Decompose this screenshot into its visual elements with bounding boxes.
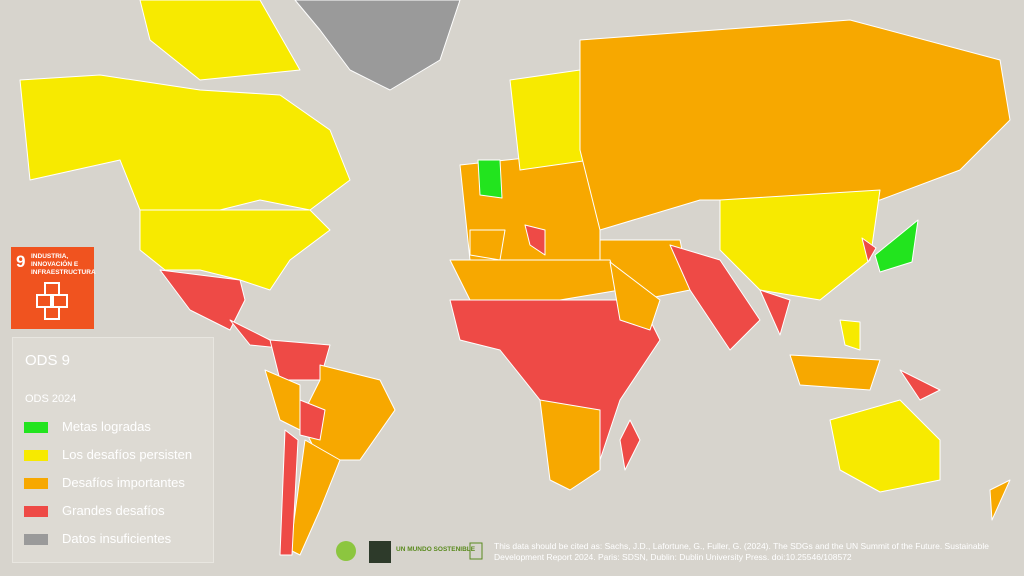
legend-label: Desafíos importantes — [62, 475, 185, 490]
legend-item: Los desafíos persisten — [24, 447, 192, 462]
country-group — [539, 399, 601, 491]
citation: This data should be cited as: Sachs, J.D… — [494, 541, 989, 562]
sdg-badge: 9 INDUSTRIA, INNOVACIÓN E INFRAESTRUCTUR… — [11, 247, 96, 329]
country-group — [609, 261, 661, 331]
country-group — [469, 229, 506, 261]
legend-swatch — [24, 534, 48, 546]
logo — [469, 542, 483, 560]
legend-swatch — [24, 478, 48, 490]
country-group — [874, 219, 919, 273]
sdg-icon — [36, 282, 68, 320]
country-group — [19, 74, 351, 211]
legend-label: Metas logradas — [62, 419, 151, 434]
country-group — [719, 189, 881, 301]
qgis-logo — [336, 541, 356, 561]
country-group — [449, 259, 621, 301]
country-group — [669, 244, 761, 351]
legend-item: Desafíos importantes — [24, 475, 185, 490]
country-group — [159, 269, 246, 331]
legend-item: Grandes desafíos — [24, 503, 165, 518]
country-group — [139, 0, 301, 81]
country-group — [829, 399, 941, 493]
country-group — [619, 419, 641, 471]
sdg-label: INDUSTRIA, INNOVACIÓN E INFRAESTRUCTURA — [31, 253, 96, 276]
legend-swatch — [24, 506, 48, 518]
legend-swatch — [24, 450, 48, 462]
country-group — [989, 479, 1011, 521]
country-group — [477, 159, 503, 199]
country-group — [839, 319, 861, 351]
country-group — [139, 209, 331, 291]
legend-title: ODS 9 — [25, 352, 71, 369]
legend-item: Datos insuficientes — [24, 531, 171, 546]
legend-label: Datos insuficientes — [62, 531, 172, 546]
country-group — [789, 354, 881, 391]
legend-subtitle: ODS 2024 — [25, 393, 77, 405]
legend-item: Metas logradas — [24, 419, 151, 434]
country-group — [579, 19, 1011, 231]
country-group — [759, 289, 791, 336]
country-group — [861, 237, 877, 263]
country-group — [294, 0, 461, 91]
logo — [369, 541, 391, 563]
country-group — [299, 399, 326, 441]
legend: ODS 9 ODS 2024 Metas logradas Los desafío… — [12, 337, 214, 563]
legend-swatch — [24, 422, 48, 434]
country-group — [524, 224, 546, 256]
sdg-number: 9 — [16, 252, 26, 271]
country-group — [509, 69, 591, 171]
brand-text: UN MUNDO SOSTENIBLE — [396, 546, 476, 553]
legend-label: Los desafíos persisten — [62, 447, 193, 462]
country-group — [279, 429, 299, 556]
country-group — [899, 369, 941, 401]
legend-label: Grandes desafíos — [62, 503, 165, 518]
